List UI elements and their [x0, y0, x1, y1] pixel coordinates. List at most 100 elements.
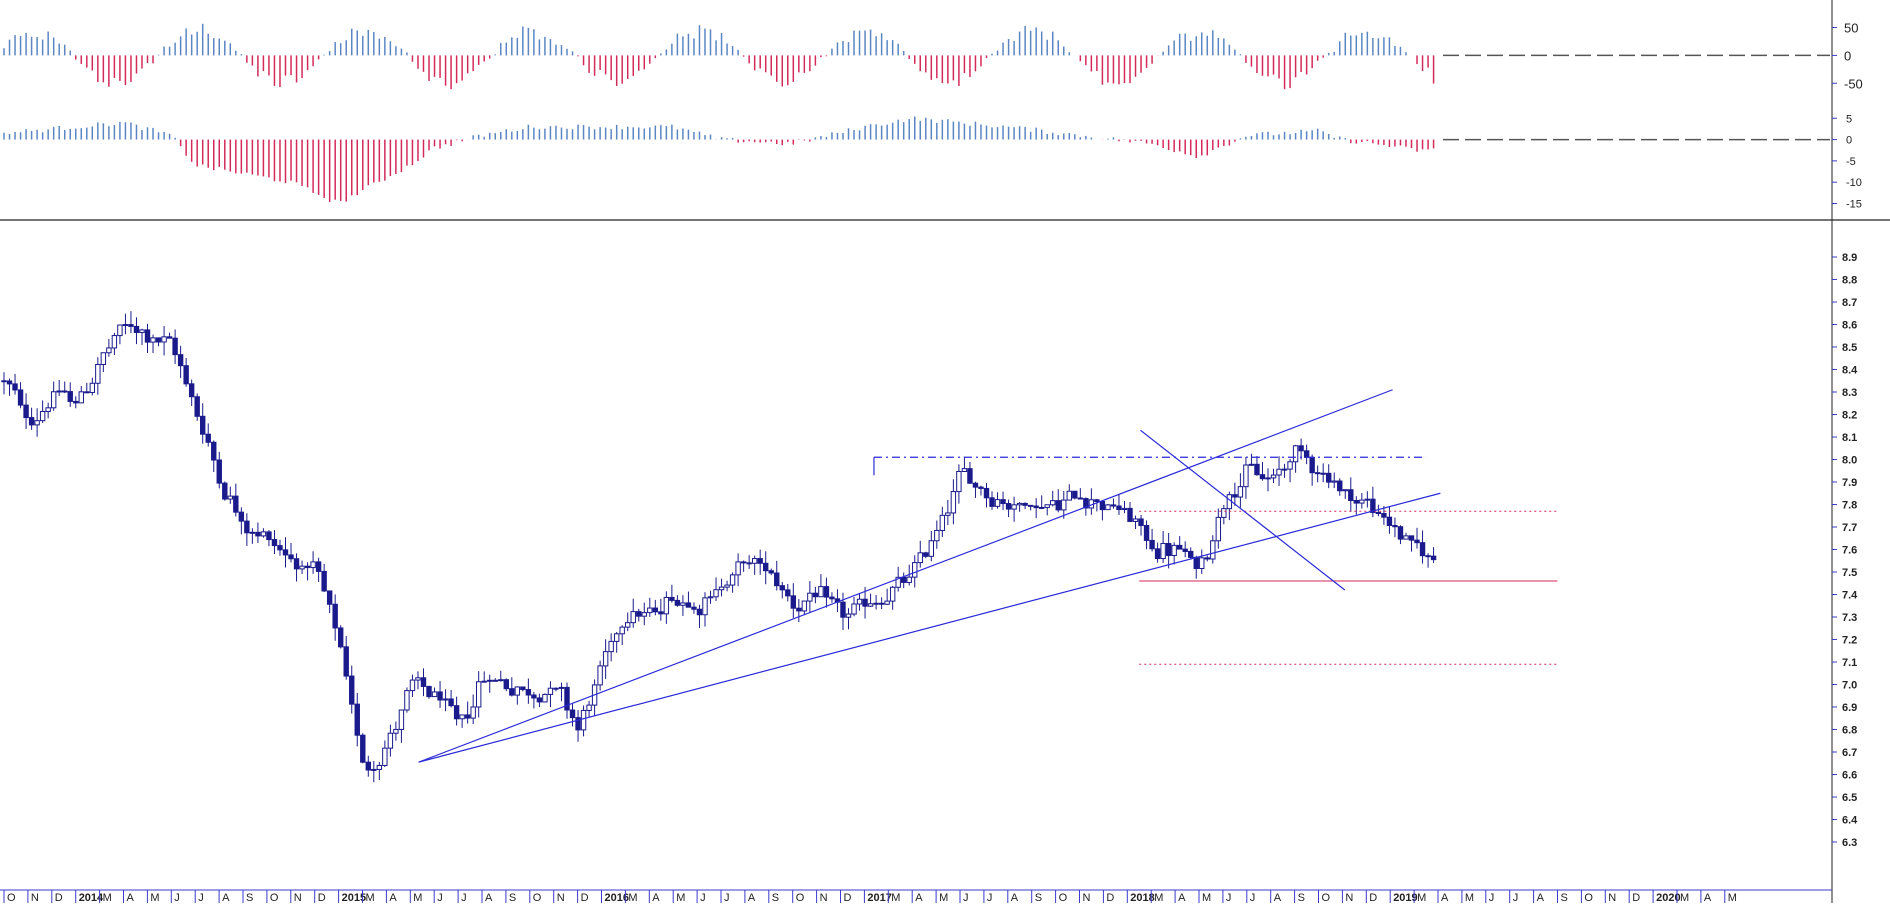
- candle-body: [1038, 506, 1045, 509]
- candle-body: [934, 529, 940, 542]
- candle-body: [1232, 494, 1238, 498]
- candle-body: [547, 687, 554, 695]
- x-tick-label: A: [1178, 892, 1186, 903]
- candle-body: [840, 601, 846, 618]
- candle-body: [542, 693, 548, 703]
- candle-body: [1072, 490, 1078, 499]
- x-tick-label: S: [246, 892, 253, 903]
- candle-body: [1154, 548, 1161, 560]
- candle-body: [343, 646, 349, 677]
- candle-body: [641, 612, 647, 617]
- candle-body: [1083, 498, 1089, 509]
- candle-body: [326, 590, 333, 605]
- candle-body: [188, 383, 195, 398]
- candle-body: [531, 694, 537, 699]
- price-tick-label: 6.8: [1842, 725, 1857, 737]
- candle-body: [470, 706, 476, 719]
- candle-body: [796, 607, 802, 612]
- candle-body: [923, 552, 929, 557]
- price-tick-label: 7.8: [1842, 500, 1857, 512]
- x-tick-label: S: [509, 892, 516, 903]
- candle-body: [360, 734, 366, 763]
- x-tick-label: M: [1465, 892, 1474, 903]
- candle-body: [569, 709, 576, 719]
- candle-body: [1370, 498, 1376, 513]
- candle-body: [1276, 468, 1282, 476]
- candle-body: [222, 482, 228, 500]
- candle-body: [172, 337, 178, 356]
- x-tick-label: A: [1704, 892, 1712, 903]
- x-tick-label: J: [461, 892, 467, 903]
- candle-body: [1033, 505, 1039, 509]
- candle-body: [100, 352, 107, 365]
- candle-body: [12, 383, 18, 391]
- candle-body: [354, 703, 360, 736]
- candle-body: [1342, 489, 1348, 492]
- price-tick-label: 7.3: [1842, 612, 1857, 624]
- candle-body: [1199, 557, 1205, 569]
- candle-body: [536, 697, 543, 703]
- candle-body: [459, 714, 465, 720]
- price-tick-label: 8.1: [1842, 432, 1857, 444]
- price-tick-label: 7.1: [1842, 657, 1857, 669]
- candle-body: [1138, 518, 1144, 526]
- candle-body: [967, 468, 973, 484]
- candle-body: [674, 599, 681, 606]
- x-tick-label: A: [1441, 892, 1449, 903]
- candle-body: [558, 686, 565, 689]
- x-tick-label: M: [939, 892, 948, 903]
- candle-body: [227, 495, 234, 500]
- candle-body: [856, 598, 863, 605]
- candle-body: [961, 468, 968, 472]
- candle-body: [740, 561, 747, 564]
- candle-body: [900, 576, 907, 583]
- candle-body: [1314, 472, 1321, 475]
- candle-body: [1326, 472, 1332, 483]
- x-tick-label: O: [270, 892, 279, 903]
- price-tick-label: 6.3: [1842, 837, 1857, 849]
- candle-body: [387, 732, 394, 749]
- x-tick-label: M: [891, 892, 900, 903]
- x-tick-label: N: [1608, 892, 1616, 903]
- price-tick-label: 8.2: [1842, 410, 1857, 422]
- candle-body: [310, 561, 316, 569]
- candle-body: [1386, 516, 1393, 526]
- candle-body: [28, 417, 35, 426]
- candle-body: [509, 688, 515, 696]
- candle-body: [84, 391, 90, 394]
- candle-body: [205, 433, 211, 443]
- candle-body: [1375, 511, 1382, 515]
- candle-body: [1094, 499, 1100, 502]
- candle-body: [1397, 526, 1404, 540]
- price-tick-label: 7.4: [1842, 590, 1858, 602]
- candle-body: [790, 595, 797, 609]
- candle-body: [680, 602, 686, 606]
- trendline: [1140, 429, 1346, 591]
- candle-body: [1381, 513, 1387, 518]
- x-tick-label: M: [1728, 892, 1737, 903]
- x-tick-label: M: [103, 892, 112, 903]
- candle-body: [801, 600, 808, 612]
- candle-body: [669, 596, 675, 601]
- lower-osc-tick-label: -10: [1846, 177, 1862, 189]
- candle-body: [1254, 463, 1260, 476]
- candle-body: [1127, 507, 1133, 522]
- x-tick-label: J: [963, 892, 969, 903]
- price-tick-label: 8.0: [1842, 455, 1857, 467]
- candle-body: [564, 686, 570, 711]
- candle-body: [128, 324, 134, 327]
- candle-body: [956, 470, 962, 493]
- candle-body: [746, 562, 752, 565]
- candle-body: [321, 570, 327, 592]
- x-tick-label: M: [1680, 892, 1689, 903]
- candle-body: [299, 565, 305, 570]
- candle-body: [437, 691, 443, 701]
- candle-body: [23, 404, 29, 419]
- candle-body: [1292, 445, 1299, 463]
- price-tick-label: 6.7: [1842, 747, 1857, 759]
- x-tick-label: A: [389, 892, 397, 903]
- candle-body: [56, 390, 62, 393]
- candle-body: [779, 585, 785, 591]
- price-tick-label: 8.3: [1842, 387, 1857, 399]
- candle-body: [818, 586, 824, 598]
